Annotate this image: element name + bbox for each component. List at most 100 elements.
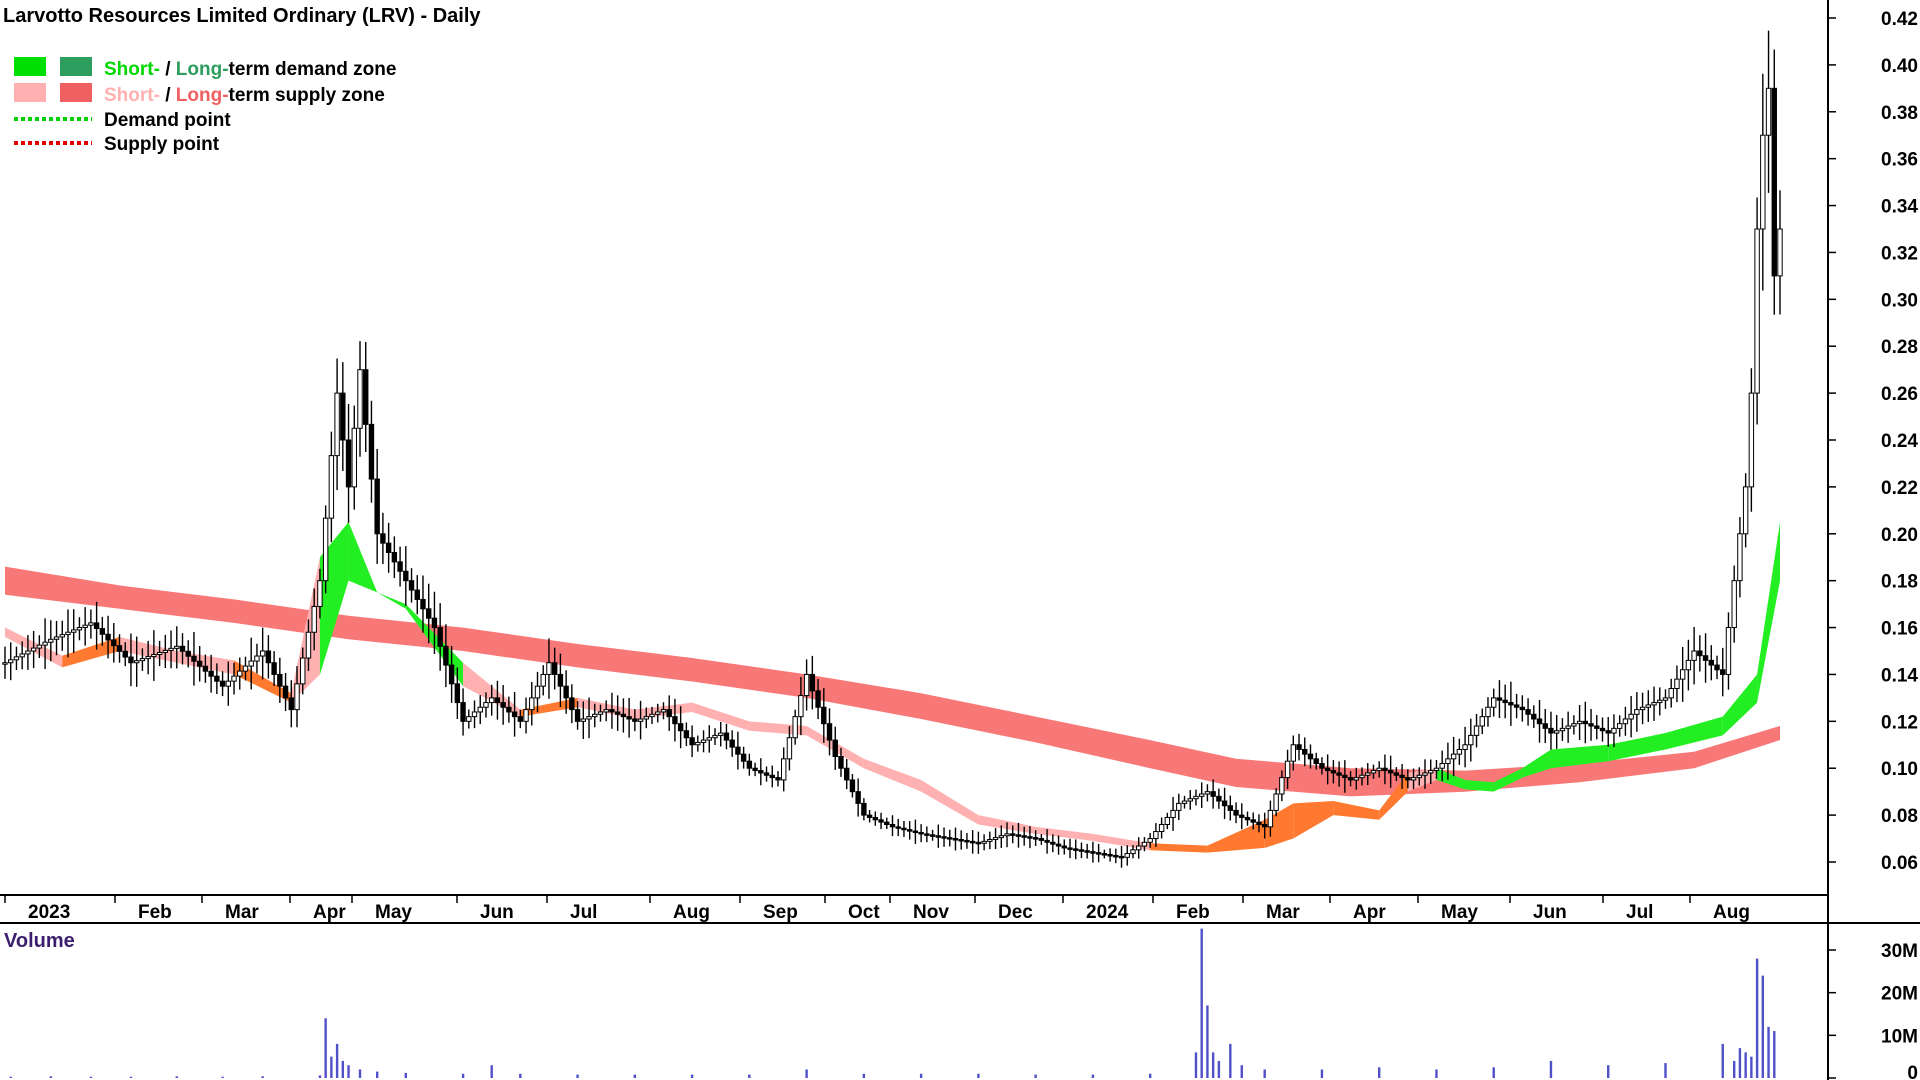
price-bar-body xyxy=(1559,727,1566,732)
price-bar-body xyxy=(1708,659,1714,666)
price-bar-body xyxy=(677,723,684,732)
volume-tick-label: 0 xyxy=(1907,1063,1918,1080)
short-term-zone-segment xyxy=(377,592,406,609)
price-bar-body xyxy=(981,840,987,844)
price-bar-body xyxy=(529,697,535,711)
price-bar-body xyxy=(1038,838,1045,841)
price-bar-body xyxy=(488,697,495,704)
price-tick-label: 0.22 xyxy=(1881,478,1918,499)
volume-bar xyxy=(341,1060,345,1078)
date-tick-label: Aug xyxy=(673,902,710,923)
price-bar-body xyxy=(1118,855,1125,859)
price-bar-body xyxy=(1359,774,1365,779)
price-bar-body xyxy=(1657,699,1663,704)
volume-bar xyxy=(318,1075,322,1078)
price-bar-body xyxy=(1141,841,1148,847)
price-bar-body xyxy=(1468,734,1474,746)
price-bar-body xyxy=(1347,777,1354,781)
volume-bar xyxy=(1034,1074,1037,1078)
price-bar-body xyxy=(878,819,884,823)
date-tick-label: Aug xyxy=(1713,902,1750,923)
price-bar-body xyxy=(1576,720,1583,725)
legend-demand-long: Long- xyxy=(176,59,229,80)
short-term-zone-segment xyxy=(1436,768,1466,790)
short-term-zone-segment xyxy=(1207,819,1265,853)
price-bar-body xyxy=(1456,748,1463,755)
date-tick-label: Mar xyxy=(225,902,259,923)
price-bar-body xyxy=(969,840,976,844)
price-bar-body xyxy=(1227,805,1234,811)
legend-short-supply-swatch xyxy=(14,83,46,102)
price-bar-body xyxy=(643,716,649,720)
short-term-zone-segment xyxy=(62,636,120,668)
volume-bar xyxy=(977,1073,980,1078)
price-bar-body xyxy=(987,838,993,842)
short-term-zone-segment xyxy=(1608,733,1666,762)
price-tick-label: 0.38 xyxy=(1881,103,1918,124)
legend-demand-point: Demand point xyxy=(104,110,231,131)
price-bar-body xyxy=(1376,767,1382,772)
price-bar-body xyxy=(1645,704,1652,708)
price-bar-body xyxy=(1760,134,1766,230)
volume-bar xyxy=(1755,958,1759,1078)
price-bar-body xyxy=(1250,819,1256,823)
price-bar-body xyxy=(1330,770,1337,774)
volume-bar xyxy=(919,1073,923,1078)
volume-bar xyxy=(1721,1043,1724,1078)
date-tick-label: May xyxy=(375,902,412,923)
price-bar-body xyxy=(1239,814,1245,818)
volume-bar xyxy=(519,1073,522,1078)
price-bar-body xyxy=(288,697,294,711)
volume-bar xyxy=(633,1074,637,1078)
price-bar-body xyxy=(1496,697,1503,701)
price-bar-body xyxy=(574,709,581,722)
volume-bar xyxy=(89,1076,93,1078)
price-bar-body xyxy=(1525,709,1531,715)
price-bar-body xyxy=(723,732,730,741)
price-bar-body xyxy=(494,697,501,704)
price-bar-body xyxy=(964,839,970,843)
volume-bar xyxy=(461,1073,465,1078)
volume-bar xyxy=(1738,1048,1742,1078)
price-bar-body xyxy=(838,756,844,769)
price-bar-body xyxy=(1445,758,1451,765)
volume-bar xyxy=(1263,1069,1266,1078)
price-bar-body xyxy=(1107,853,1113,857)
price-bar-body xyxy=(1519,706,1526,711)
price-bar-body xyxy=(156,651,163,656)
price-bar-body xyxy=(265,650,272,664)
volume-bar xyxy=(335,1043,339,1078)
price-bar-body xyxy=(1605,730,1611,734)
price-bar-body xyxy=(792,716,798,739)
price-bar-body xyxy=(1450,753,1457,760)
price-bar-body xyxy=(683,730,690,739)
price-tick-label: 0.24 xyxy=(1881,431,1918,452)
price-bar-body xyxy=(1387,770,1394,774)
price-bar-body xyxy=(511,711,518,718)
legend-short-demand-swatch xyxy=(14,57,46,76)
price-bar-body xyxy=(1513,704,1520,708)
price-bar-body xyxy=(1582,720,1589,725)
price-bar-body xyxy=(517,716,524,722)
price-bar-body xyxy=(809,673,816,692)
price-bar-body xyxy=(924,833,930,836)
price-tick-label: 0.42 xyxy=(1881,9,1918,30)
price-bar-body xyxy=(1634,709,1640,715)
volume-bar xyxy=(1750,1056,1753,1078)
price-bar-body xyxy=(929,834,936,837)
legend-long-supply-swatch xyxy=(60,83,92,102)
date-tick-label: Jun xyxy=(480,902,514,923)
price-bar-body xyxy=(918,831,924,835)
price-bar-body xyxy=(133,660,140,664)
price-bar-body xyxy=(1324,767,1331,772)
price-bar-body xyxy=(1542,723,1548,729)
price-bar-body xyxy=(145,656,151,660)
price-bar-body xyxy=(769,774,775,779)
price-bar-body xyxy=(540,673,546,687)
short-term-zone-segment xyxy=(921,779,979,825)
price-bar-body xyxy=(1101,853,1108,856)
price-bar-body xyxy=(128,656,134,664)
price-bar-body xyxy=(1221,800,1228,807)
date-tick-label: Feb xyxy=(1176,902,1210,923)
price-bar-body xyxy=(941,836,947,839)
